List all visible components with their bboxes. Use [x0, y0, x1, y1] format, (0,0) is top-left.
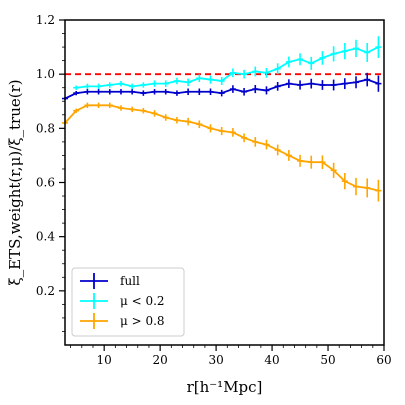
series-0: [62, 72, 382, 100]
y-tick-label: 0.6: [36, 176, 55, 190]
series-1: [73, 36, 382, 90]
x-tick-label: 40: [264, 353, 279, 367]
x-tick-label: 30: [208, 353, 223, 367]
y-tick-label: 0.8: [36, 121, 55, 135]
series-line: [76, 46, 379, 89]
y-axis-label: ξ_ETS,weight(r,μ)/ξ_true(r): [6, 79, 24, 285]
axis-ticks: 10 20 30 40 50 60 0.2 0.4 0.6 0.8 1.0 1.2: [36, 13, 392, 367]
x-tick-label: 60: [376, 353, 391, 367]
y-tick-label: 0.4: [36, 230, 55, 244]
legend-label: μ > 0.8: [120, 314, 165, 328]
x-tick-label: 10: [97, 353, 112, 367]
y-tick-label: 0.2: [36, 284, 55, 298]
x-axis-label: r[h⁻¹Mpc]: [187, 378, 263, 396]
y-tick-label: 1.2: [36, 13, 55, 27]
legend-label: full: [120, 274, 140, 288]
legend-label: μ < 0.2: [120, 294, 165, 308]
legend: full μ < 0.2 μ > 0.8: [71, 267, 185, 337]
x-tick-label: 50: [320, 353, 335, 367]
series-2: [62, 102, 382, 202]
x-tick-label: 20: [152, 353, 167, 367]
series-line: [64, 104, 379, 192]
plot-frame: [64, 19, 385, 346]
legend-box: [71, 267, 185, 337]
y-tick-label: 1.0: [36, 67, 55, 81]
series-layer: [62, 36, 384, 202]
